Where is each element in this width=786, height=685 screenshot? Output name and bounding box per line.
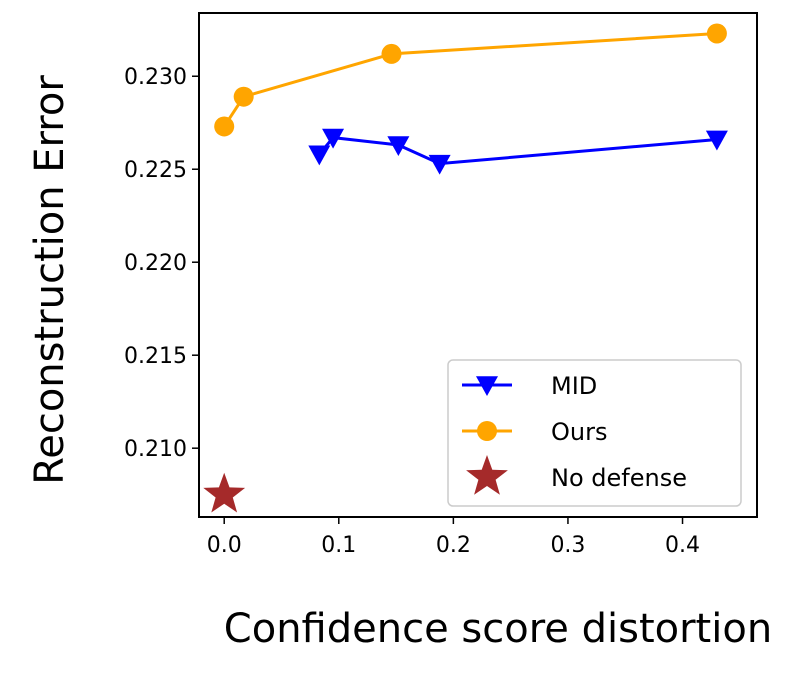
x-tick-label: 0.0 <box>207 533 242 558</box>
data-point <box>203 472 246 513</box>
legend-marker <box>466 455 508 495</box>
x-tick-label: 0.3 <box>550 533 585 558</box>
legend-label: Ours <box>551 418 607 446</box>
y-tick-label: 0.225 <box>124 158 187 183</box>
legend-marker <box>477 421 497 441</box>
x-tick-label: 0.1 <box>321 533 356 558</box>
legend-label: No defense <box>551 464 687 492</box>
series-line <box>318 136 718 166</box>
legend-item: Ours <box>462 418 607 446</box>
data-point <box>214 116 235 137</box>
data-point <box>387 136 410 157</box>
plot-area <box>203 23 728 513</box>
x-axis-title: Confidence score distortion <box>224 606 772 652</box>
series-ours <box>214 23 727 137</box>
data-point <box>705 130 728 151</box>
x-tick-label: 0.4 <box>665 533 700 558</box>
data-point <box>381 43 402 64</box>
y-tick-label: 0.215 <box>124 344 187 369</box>
data-point <box>428 154 451 175</box>
legend-label: MID <box>551 372 597 400</box>
y-tick-label: 0.210 <box>124 437 187 462</box>
data-point <box>322 128 345 149</box>
legend: MID Ours No defense <box>447 359 742 507</box>
legend-item: No defense <box>466 455 687 495</box>
legend-box <box>447 359 742 507</box>
plot-frame <box>198 12 758 518</box>
y-axis-title: Reconstruction Error <box>27 75 73 485</box>
data-point <box>308 145 331 166</box>
y-tick-label: 0.230 <box>124 65 187 90</box>
legend-item: MID <box>462 372 597 400</box>
series-line <box>222 32 717 128</box>
series-mid <box>308 128 728 175</box>
data-point <box>706 23 727 44</box>
y-tick-label: 0.220 <box>124 251 187 276</box>
series-no-defense <box>203 472 246 513</box>
legend-marker <box>476 376 498 396</box>
axis-ticks: 0.0 0.1 0.2 0.3 0.4 0.210 0.215 0.220 0.225 0.230 <box>124 65 700 558</box>
data-point <box>233 86 254 107</box>
x-tick-label: 0.2 <box>436 533 471 558</box>
